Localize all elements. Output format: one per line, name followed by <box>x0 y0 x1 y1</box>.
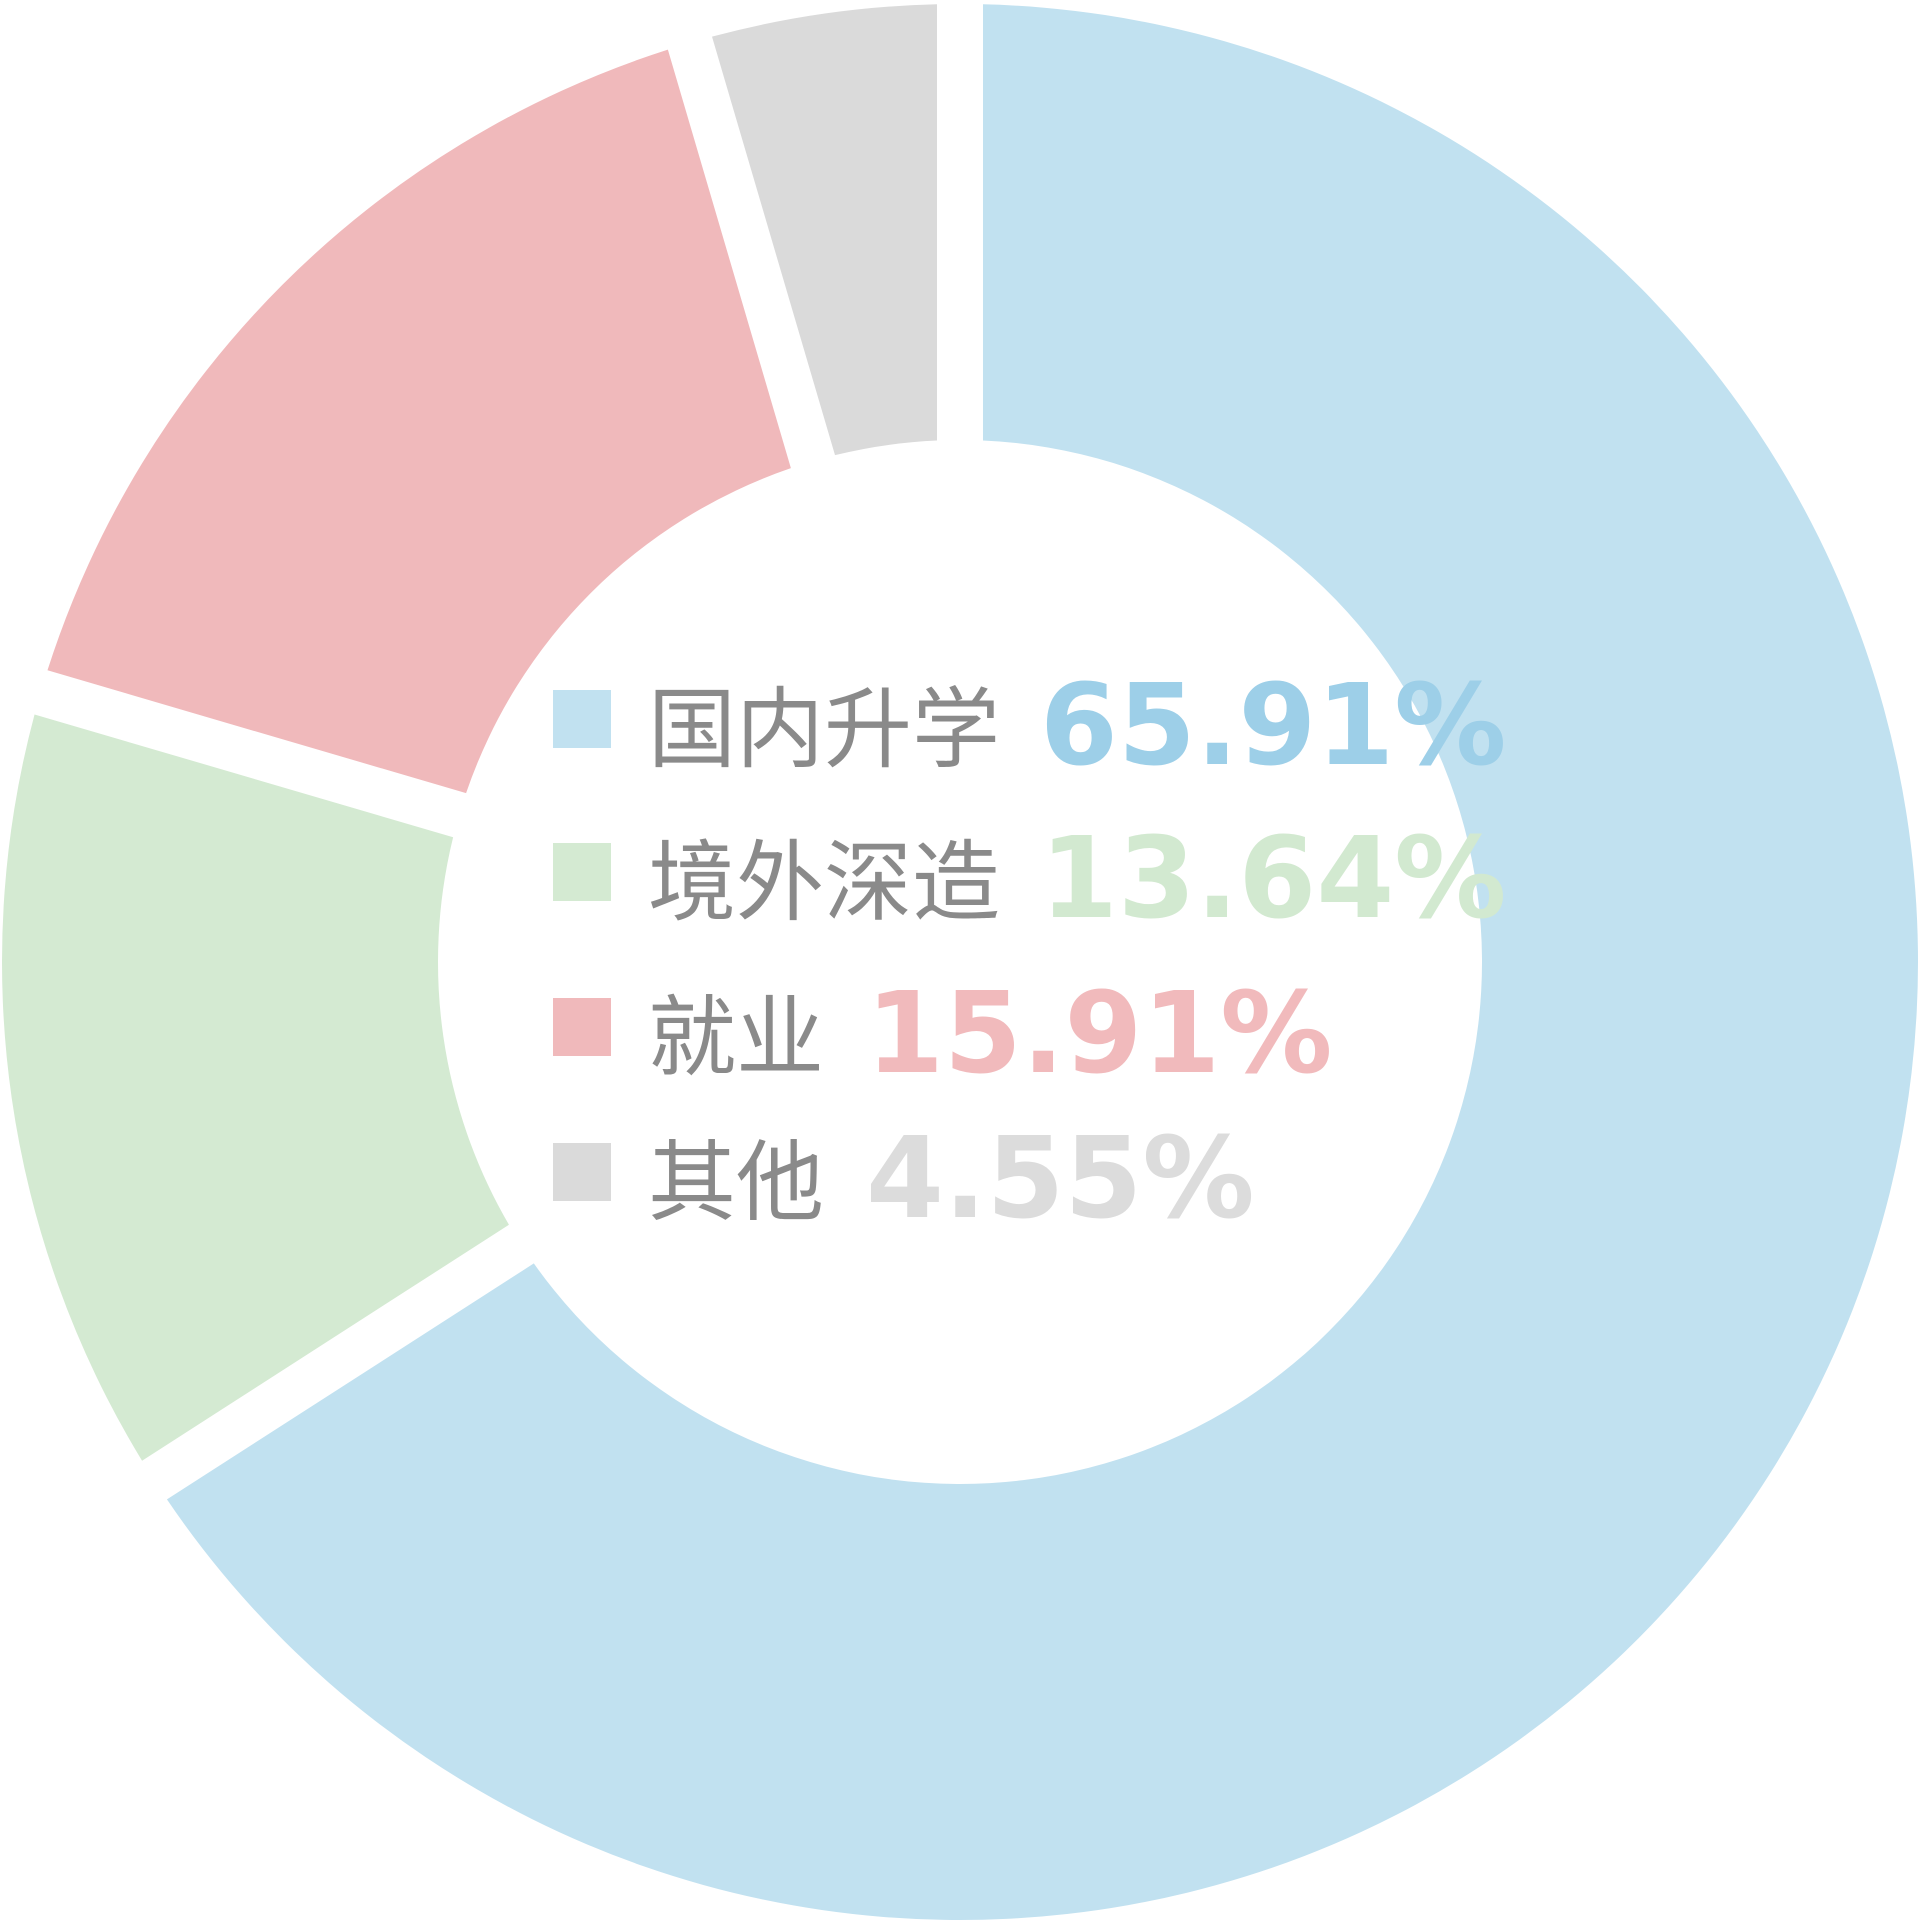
legend-label-1: 国内升学 <box>648 678 1000 781</box>
legend-swatch-4 <box>553 1143 611 1201</box>
legend-label-4: 其他 <box>648 1131 824 1234</box>
slice-3 <box>47 49 791 794</box>
legend-value-2: 13.64% <box>1040 814 1506 944</box>
slice-4 <box>712 4 938 456</box>
slice-1 <box>166 4 1918 1920</box>
slice-2 <box>1 714 509 1461</box>
legend-swatch-3 <box>553 998 611 1056</box>
legend-value-1: 65.91% <box>1040 661 1506 791</box>
legend: 国内升学 65.91% 境外深造 13.64% 就业 15.91% 其他 4.55% <box>553 661 1506 1244</box>
legend-value-3: 15.91% <box>866 969 1332 1099</box>
legend-value-4: 4.55% <box>866 1114 1255 1244</box>
legend-swatch-1 <box>553 690 611 748</box>
slices-group <box>1 4 1918 1920</box>
legend-swatch-2 <box>553 843 611 901</box>
legend-label-2: 境外深造 <box>648 831 1000 934</box>
legend-label-3: 就业 <box>648 986 824 1089</box>
